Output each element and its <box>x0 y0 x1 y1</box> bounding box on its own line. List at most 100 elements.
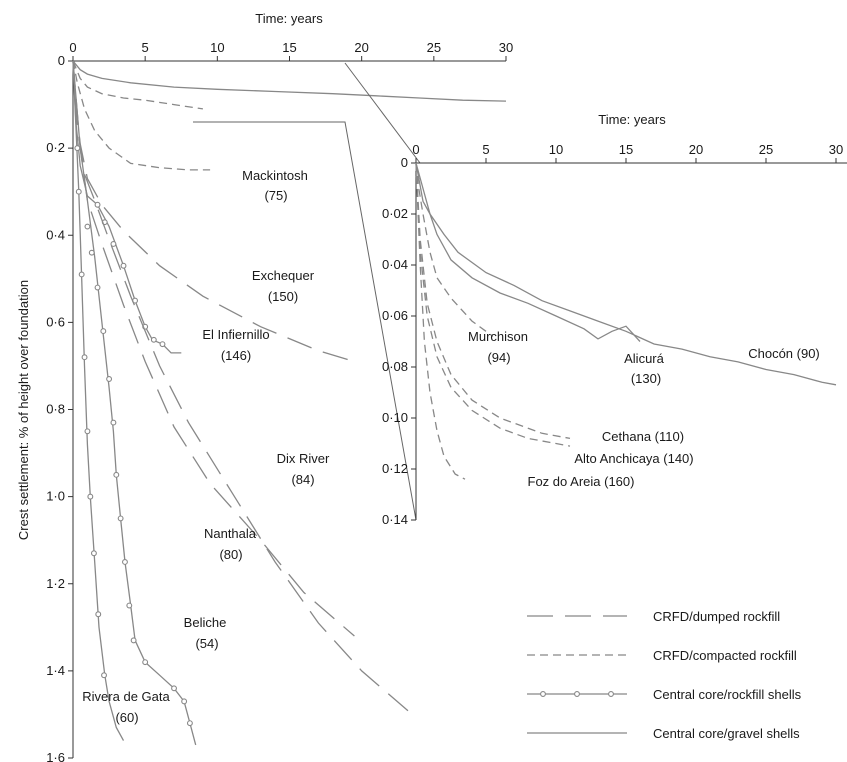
main-series-choc-n <box>72 60 507 102</box>
main-point-beliche <box>117 515 124 522</box>
main-point-beliche <box>142 659 149 666</box>
main-series-mackintosh <box>72 60 211 171</box>
inset-label-murchison: Murchison <box>468 329 528 344</box>
inset-x-tick-label: 20 <box>689 142 703 157</box>
inset-x-tick-label: 15 <box>619 142 633 157</box>
legend-item-core-gravel: Central core/gravel shells <box>527 726 800 741</box>
label-mackintosh: Mackintosh <box>242 168 308 183</box>
inset-x-tick-label: 30 <box>829 142 843 157</box>
legend: CRFD/dumped rockfill CRFD/compacted rockf… <box>527 609 802 741</box>
inset-y-tick-label: 0·08 <box>382 359 408 374</box>
label-el-infiernillo: El Infiernillo <box>202 327 269 342</box>
label-nanthala: Nanthala <box>204 526 257 541</box>
main-point-rivera-de-gata <box>81 354 88 361</box>
legend-item-core-rockfill: Central core/rockfill shells <box>527 687 802 702</box>
main-point-rivera-de-gata <box>95 611 102 618</box>
main-y-axis-title: Crest settlement: % of height over found… <box>16 280 31 540</box>
main-x-tick-label: 20 <box>354 40 368 55</box>
inset-background <box>415 164 847 521</box>
inset-series-foz-do-areia <box>415 162 466 480</box>
inset-series-alicur <box>415 162 641 342</box>
main-point-el-infiernillo <box>159 341 166 348</box>
label-height-exchequer: (150) <box>268 289 298 304</box>
label-beliche: Beliche <box>184 615 227 630</box>
main-point-beliche <box>84 223 91 230</box>
main-point-rivera-de-gata <box>101 672 107 679</box>
main-x-tick-label: 0 <box>69 40 76 55</box>
inset-y-tick-label: 0·04 <box>382 257 408 272</box>
inset-series-cethana <box>415 162 571 440</box>
legend-label: CRFD/compacted rockfill <box>653 648 797 663</box>
main-series-exchequer <box>72 60 355 363</box>
main-point-beliche <box>106 376 113 382</box>
main-point-el-infiernillo <box>110 241 117 247</box>
main-point-rivera-de-gata <box>75 188 82 195</box>
main-x-tick-label: 5 <box>142 40 149 55</box>
main-point-beliche <box>186 720 193 727</box>
main-x-axis-title: Time: years <box>255 11 323 26</box>
main-point-beliche <box>122 559 128 565</box>
main-y-tick-label: 0 <box>58 53 65 68</box>
inset-leader-bottom <box>193 121 417 521</box>
main-series-nanthala <box>72 60 355 637</box>
main-point-el-infiernillo <box>120 262 127 269</box>
inset-y-tick-label: 0 <box>401 155 408 170</box>
main-series-dix-river <box>72 60 413 715</box>
main-point-beliche <box>88 249 95 256</box>
main-point-beliche <box>181 698 188 705</box>
main-series-el-infiernillo <box>72 60 182 354</box>
inset-label-height-alicur: (130) <box>631 371 661 386</box>
label-height-el-infiernillo: (146) <box>221 348 251 363</box>
main-point-rivera-de-gata <box>74 145 81 152</box>
legend-swatch-marker <box>574 691 580 697</box>
inset-x-axis-title: Time: years <box>598 112 666 127</box>
label-exchequer: Exchequer <box>252 268 315 283</box>
main-plot-area <box>72 60 507 746</box>
inset-series-choc-n <box>415 162 837 386</box>
inset-label-cethana: Cethana (110) <box>602 429 684 444</box>
main-point-beliche <box>110 419 117 426</box>
label-height-dix-river: (84) <box>291 472 314 487</box>
inset-plot-area <box>415 162 837 480</box>
inset-y-tick-label: 0·14 <box>382 512 408 527</box>
main-point-beliche <box>113 471 120 478</box>
main-y-tick-label: 0·6 <box>46 314 65 329</box>
main-y-tick-label: 0·2 <box>46 140 65 155</box>
main-point-rivera-de-gata <box>84 428 91 435</box>
main-point-rivera-de-gata <box>87 493 94 500</box>
inset-y-tick-label: 0·02 <box>382 206 408 221</box>
inset-series-murchison <box>415 162 494 337</box>
inset-y-tick-label: 0·12 <box>382 461 408 476</box>
main-y-tick-label: 1·4 <box>46 663 65 678</box>
main-y-tick-label: 0·4 <box>46 227 65 242</box>
main-point-rivera-de-gata <box>90 550 97 557</box>
main-x-tick-label: 25 <box>427 40 441 55</box>
label-rivera-de-gata: Rivera de Gata <box>82 689 170 704</box>
legend-item-compacted: CRFD/compacted rockfill <box>527 648 797 663</box>
main-point-beliche <box>94 284 101 291</box>
main-point-beliche <box>100 328 107 335</box>
inset-x-tick-label: 10 <box>549 142 563 157</box>
main-series-early-compacted-dams <box>72 60 203 110</box>
main-x-tick-label: 15 <box>282 40 296 55</box>
label-height-rivera-de-gata: (60) <box>115 710 138 725</box>
inset-x-tick-label: 0 <box>412 142 419 157</box>
main-point-rivera-de-gata <box>78 271 85 278</box>
label-dix-river: Dix River <box>277 451 330 466</box>
legend-swatch-marker <box>540 691 546 697</box>
main-y-tick-label: 1·2 <box>46 576 65 591</box>
main-point-beliche <box>126 602 133 609</box>
main-x-tick-label: 30 <box>499 40 513 55</box>
inset-label-alicur: Alicurá <box>624 351 665 366</box>
inset-leader-top <box>344 62 421 164</box>
legend-label: Central core/gravel shells <box>653 726 800 741</box>
main-y-tick-label: 0·8 <box>46 402 65 417</box>
inset-label-choc-n: Chocón (90) <box>748 346 820 361</box>
main-point-el-infiernillo <box>94 201 101 208</box>
legend-label: CRFD/dumped rockfill <box>653 609 780 624</box>
main-point-beliche <box>171 685 177 692</box>
label-height-beliche: (54) <box>195 636 218 651</box>
inset-x-tick-label: 25 <box>759 142 773 157</box>
inset-label-height-murchison: (94) <box>487 350 510 365</box>
